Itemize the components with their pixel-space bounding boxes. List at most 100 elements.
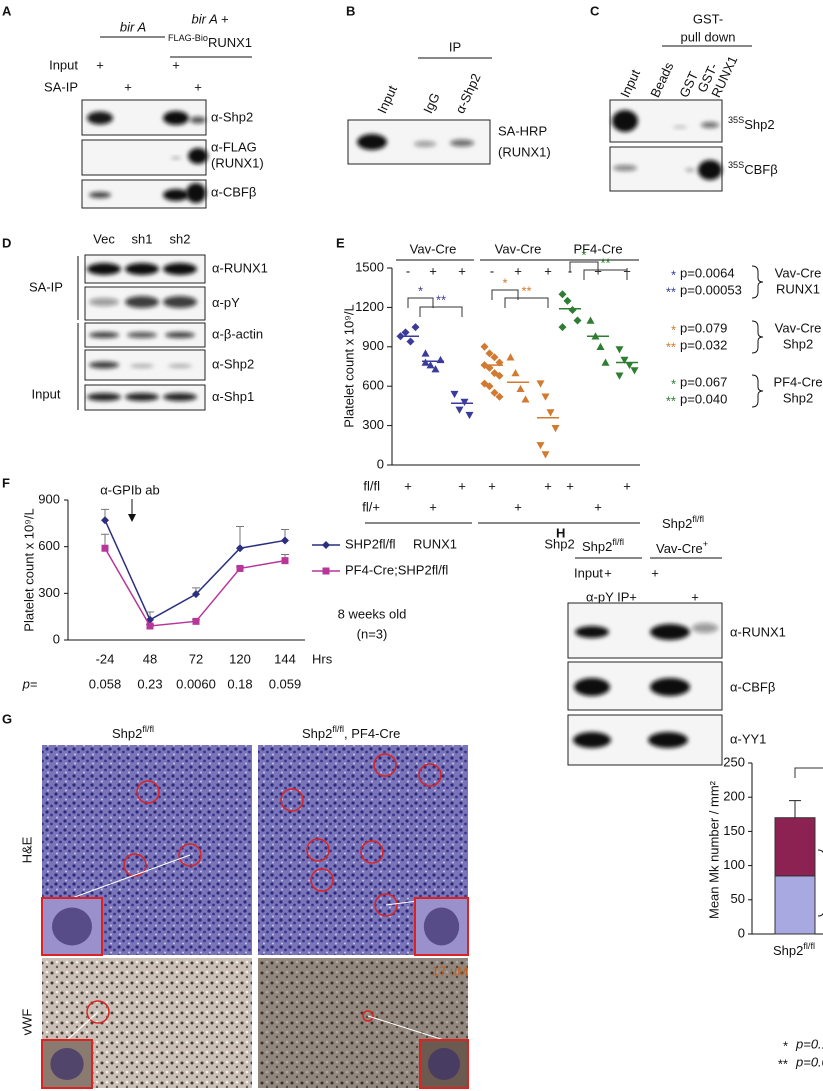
- y-tick-label: 0: [738, 925, 745, 940]
- blot-band: [701, 122, 719, 128]
- label: pull down: [681, 29, 736, 44]
- x-tick-label: 48: [143, 651, 157, 666]
- label: SA-IP: [44, 79, 78, 94]
- bar-segment: [774, 817, 816, 877]
- blot-band: [650, 678, 690, 696]
- y-tick-label: 50: [731, 891, 745, 906]
- point: [431, 365, 440, 373]
- point: [411, 323, 420, 332]
- blot-band: [673, 125, 687, 129]
- label: +: [514, 263, 522, 278]
- panel-letter: C: [590, 3, 600, 18]
- highlight-circle: [362, 1010, 374, 1022]
- superscript: fl/fl: [692, 514, 704, 524]
- label: vWF: [19, 1009, 34, 1036]
- point: [450, 390, 459, 399]
- point: [506, 353, 515, 361]
- label: +: [691, 589, 699, 604]
- point: [480, 342, 489, 351]
- label: **: [778, 1056, 788, 1071]
- label: α-Shp2: [212, 356, 254, 371]
- y-tick-label: 300: [362, 417, 384, 432]
- y-tick-label: 900: [362, 338, 384, 353]
- inset-cell: [428, 1048, 460, 1080]
- superscript: +: [703, 539, 708, 549]
- point: [485, 382, 494, 391]
- label: 0.23: [137, 676, 162, 691]
- point: [495, 392, 504, 401]
- blot-band: [87, 393, 121, 401]
- y-tick-label: 1200: [355, 299, 384, 314]
- point: [511, 369, 520, 377]
- label: +: [544, 478, 552, 493]
- label: fl/+: [362, 499, 380, 514]
- label: +: [429, 263, 437, 278]
- bar-segment: [774, 875, 816, 935]
- brace: [751, 320, 764, 354]
- label: α-Shp2: [211, 109, 253, 124]
- point: [455, 406, 464, 414]
- superscript: fl/fl: [612, 537, 624, 547]
- y-tick-label: 1500: [355, 259, 384, 274]
- point: [541, 451, 550, 459]
- label: p=0.0064: [680, 265, 735, 280]
- label: Hrs: [312, 651, 333, 666]
- panel-letter: A: [2, 3, 12, 18]
- highlight-circle: [360, 840, 384, 864]
- label: Input: [49, 57, 78, 72]
- point: [601, 358, 610, 366]
- point: [490, 388, 499, 397]
- blot-band: [163, 263, 197, 275]
- highlight-circle: [123, 853, 147, 877]
- superscript: 35S: [728, 160, 744, 170]
- y-tick-label: 900: [38, 491, 60, 506]
- highlight-circle: [306, 838, 330, 862]
- blot-band: [163, 189, 189, 201]
- label: *: [671, 376, 676, 391]
- point: [620, 356, 629, 364]
- blot-band: [125, 263, 159, 275]
- label: 8 weeks old: [338, 606, 407, 621]
- y-tick-label: 200: [723, 789, 745, 804]
- label: +: [124, 79, 132, 94]
- point: [146, 622, 154, 630]
- text-part: Shp2: [112, 726, 142, 741]
- label: Shp2: [783, 336, 813, 351]
- brace: [751, 374, 764, 408]
- blot-band: [127, 332, 157, 338]
- highlight-circle: [178, 843, 202, 867]
- point: [421, 349, 430, 357]
- point: [406, 337, 415, 346]
- blot-band: [612, 110, 638, 132]
- label: +: [604, 565, 612, 580]
- point: [460, 398, 469, 406]
- label: *: [502, 275, 507, 290]
- label: Vav-Cre: [410, 241, 457, 256]
- blot-band: [357, 134, 387, 150]
- label: α-RUNX1: [730, 624, 786, 639]
- point: [426, 361, 435, 369]
- bracket: [504, 297, 549, 308]
- label: Shp2: [783, 390, 813, 405]
- panel-letter: F: [2, 475, 10, 490]
- label: RUNX1: [776, 281, 820, 296]
- blot-band: [186, 183, 206, 203]
- label: p=0.032: [680, 337, 727, 352]
- bracket: [569, 261, 599, 272]
- label: p=0.0064: [795, 1054, 823, 1069]
- legend-label: PF4-Cre;SHP2fl/fl: [345, 562, 448, 577]
- label: +: [623, 478, 631, 493]
- label: FLAG-BioRUNX1: [168, 33, 252, 50]
- text-part: CBFβ: [744, 162, 777, 177]
- point: [516, 384, 525, 393]
- label: 0.0060: [176, 676, 216, 691]
- inset-cell: [423, 907, 460, 946]
- highlight-circle: [374, 893, 398, 917]
- label: (RUNX1): [211, 155, 264, 170]
- label: SA-IP: [29, 279, 63, 294]
- callout-line: [367, 1015, 445, 1041]
- point: [521, 395, 530, 403]
- point: [281, 536, 289, 545]
- callout-line: [66, 1011, 99, 1041]
